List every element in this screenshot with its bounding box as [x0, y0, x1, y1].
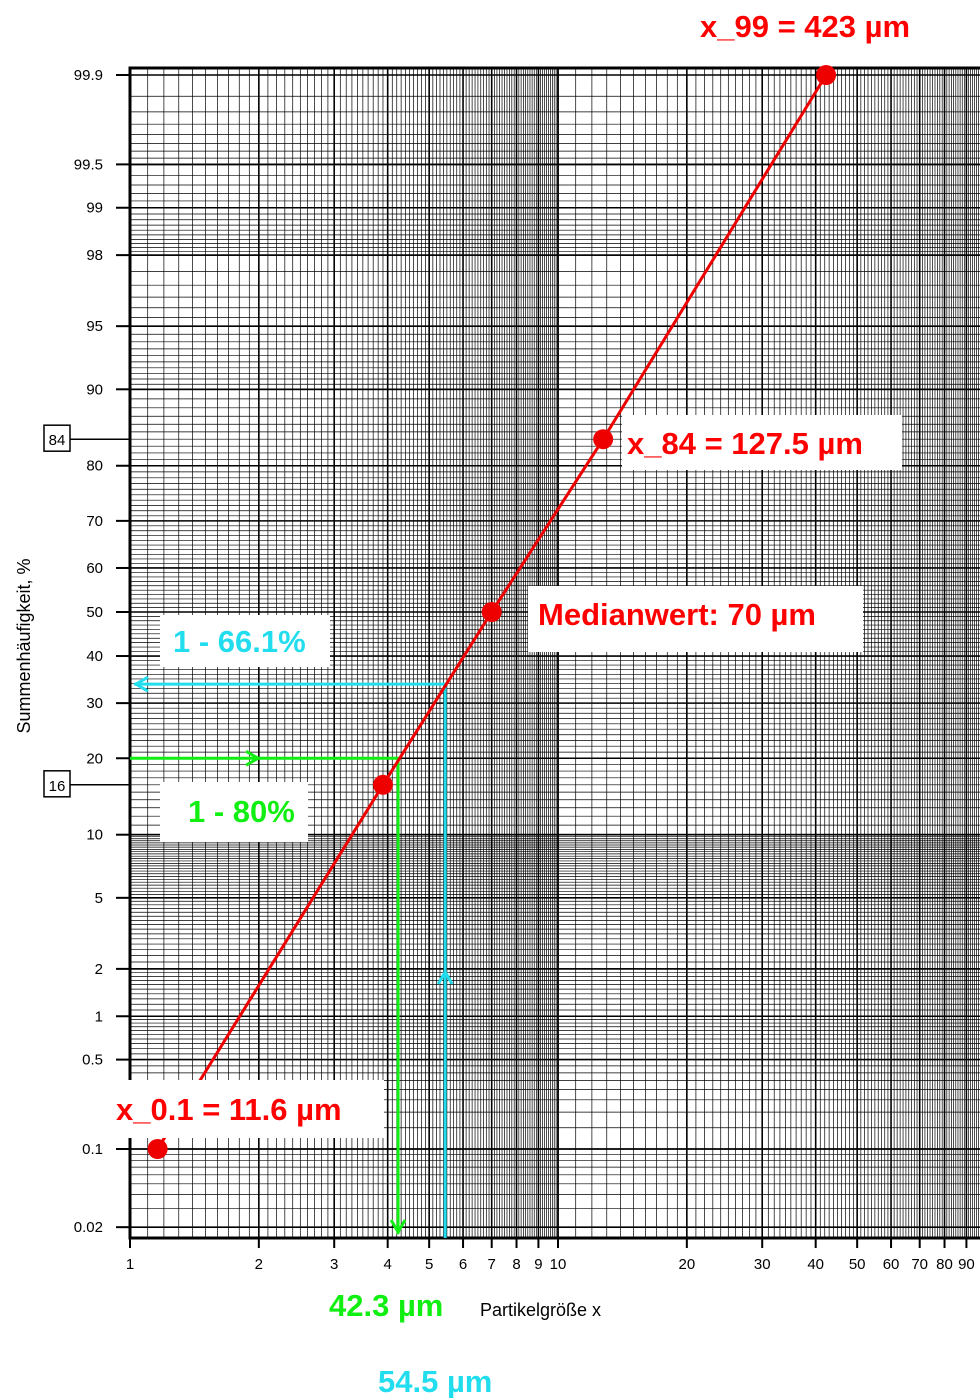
x-tick-label-13: 50: [849, 1256, 866, 1273]
x-tick-label-17: 90: [958, 1256, 975, 1273]
annotation-median-text: Medianwert: 70 µm: [538, 597, 816, 632]
marked-y-values: 84 16: [43, 424, 130, 798]
guide-green-arrow-right: [245, 749, 261, 767]
x-tick-label-4: 5: [425, 1256, 433, 1273]
y-tick-label-3: 1: [95, 1008, 103, 1025]
annotation-cyan-pct-text: 1 - 66.1%: [173, 624, 306, 659]
x-tick-label-9: 10: [550, 1256, 567, 1273]
x-tick-label-8: 9: [534, 1256, 542, 1273]
annotation-cyan-pct: 1 - 66.1%: [160, 615, 330, 667]
y-tick-label-18: 99.5: [74, 156, 103, 173]
x-tick-label-11: 30: [754, 1256, 771, 1273]
annotation-x84-text: x_84 = 127.5 µm: [627, 426, 863, 461]
plot-frame: [128, 66, 980, 1240]
guide-green-arrow-down: [389, 1219, 407, 1235]
marked-box-0: [43, 424, 71, 452]
series-0-point-4: [816, 65, 837, 85]
annotation-x99-text: x_99 = 423 µm: [700, 9, 910, 44]
x-tick-label-15: 70: [911, 1256, 928, 1273]
data-series: [147, 65, 837, 1159]
annotation-median: Medianwert: 70 µm: [528, 586, 863, 652]
annotation-green-size-text: 42.3 µm: [329, 1288, 443, 1323]
series-0-point-2: [481, 602, 502, 622]
y-tick-label-15: 95: [86, 318, 103, 335]
annotation-x99: x_99 = 423 µm: [700, 9, 910, 44]
x-tick-label-10: 20: [678, 1256, 695, 1273]
series-0-point-3: [593, 429, 614, 450]
guide-cyan-arrow-left: [133, 675, 149, 693]
y-tick-label-12: 70: [86, 513, 103, 530]
x-tick-label-2: 3: [330, 1256, 338, 1273]
guide-lines: [130, 675, 454, 1238]
x-tick-label-14: 60: [883, 1256, 900, 1273]
x-tick-label-7: 8: [512, 1256, 520, 1273]
y-tick-label-19: 99.9: [74, 67, 103, 84]
series-0-point-1: [372, 774, 393, 795]
annotation-x01: x_0.1 = 11.6 µm: [108, 1080, 384, 1138]
y-tick-label-9: 40: [86, 648, 103, 665]
marked-box-1: [43, 770, 71, 798]
y-tick-label-5: 5: [95, 890, 103, 907]
y-tick-label-4: 2: [95, 961, 103, 978]
annotation-cyan-size-text: 54.5 µm: [378, 1364, 492, 1398]
y-tick-label-8: 30: [86, 695, 103, 712]
axis-ticks: 1 2 3 4 5 6 7 8 9 10 20 30 40 50 60 70 80 90 0.02 0.1 0.5 1 2 5…: [74, 67, 975, 1273]
y-tick-label-14: 90: [86, 381, 103, 398]
x-axis-title: Partikelgröße x: [480, 1300, 601, 1320]
x-tick-label-12: 40: [807, 1256, 824, 1273]
marked-label-1: 16: [49, 778, 66, 795]
x-tick-label-0: 1: [126, 1256, 134, 1273]
annotation-x84: x_84 = 127.5 µm: [622, 415, 902, 470]
y-tick-label-2: 0.5: [82, 1052, 103, 1069]
x-tick-label-1: 2: [255, 1256, 263, 1273]
y-axis-title: Summenhäufigkeit, %: [14, 558, 34, 733]
x-tick-label-6: 7: [488, 1256, 496, 1273]
annotation-x01-text: x_0.1 = 11.6 µm: [116, 1092, 342, 1127]
y-tick-label-11: 60: [86, 560, 103, 577]
y-tick-label-13: 80: [86, 458, 103, 475]
annotation-green-pct-text: 1 - 80%: [188, 794, 295, 829]
y-tick-label-17: 99: [86, 200, 103, 217]
series-0-point-0: [147, 1139, 168, 1159]
y-tick-label-7: 20: [86, 750, 103, 767]
x-tick-label-5: 6: [459, 1256, 467, 1273]
x-tick-label-16: 80: [936, 1256, 953, 1273]
marked-label-0: 84: [49, 432, 66, 449]
y-tick-label-1: 0.1: [82, 1141, 103, 1158]
y-tick-label-0: 0.02: [74, 1219, 103, 1236]
annotation-green-pct: 1 - 80%: [160, 782, 308, 842]
guide-cyan-arrow-up: [436, 969, 454, 985]
y-tick-label-10: 50: [86, 604, 103, 621]
y-tick-label-6: 10: [86, 827, 103, 844]
y-tick-label-16: 98: [86, 247, 103, 264]
x-tick-label-3: 4: [384, 1256, 392, 1273]
